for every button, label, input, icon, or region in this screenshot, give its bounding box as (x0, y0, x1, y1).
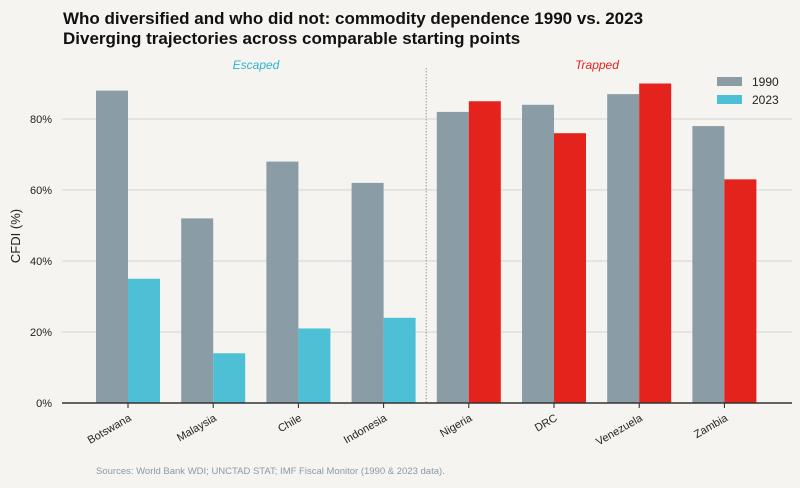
x-tick-label: Nigeria (438, 412, 475, 440)
bar-1990-nigeria (436, 111, 469, 404)
bar-2023-botswana (128, 278, 160, 403)
y-axis-label: CFDI (%) (8, 209, 23, 263)
x-tick-label: Malaysia (175, 412, 219, 445)
legend-swatch-2023 (717, 95, 742, 104)
y-tick-label: 60% (30, 185, 52, 197)
bar-2023-nigeria (468, 101, 501, 403)
bar-2023-venezuela (639, 83, 672, 403)
legend-label-2023: 2023 (752, 93, 779, 107)
x-tick-label: Venezuela (594, 412, 645, 449)
bar-1990-chile (266, 161, 299, 403)
group-label-escaped: Escaped (233, 58, 280, 72)
x-tick-label: Zambia (692, 412, 731, 441)
bar-2023-zambia (724, 179, 757, 403)
x-tick-label: Chile (276, 412, 304, 435)
group-label-trapped: Trapped (575, 58, 619, 72)
bar-1990-zambia (692, 126, 725, 403)
bar-1990-botswana (96, 90, 128, 403)
y-tick-label: 0% (36, 398, 52, 410)
bar-2023-malaysia (213, 353, 246, 403)
y-tick-label: 80% (30, 114, 52, 126)
bar-2023-drc (554, 133, 586, 403)
y-tick-label: 40% (30, 256, 52, 268)
bar-1990-malaysia (181, 218, 214, 403)
chart-subtitle: Diverging trajectories across comparable… (63, 29, 521, 48)
source-note: Sources: World Bank WDI; UNCTAD STAT; IM… (96, 466, 445, 477)
bar-1990-indonesia (351, 182, 384, 403)
x-tick-label: DRC (533, 412, 560, 434)
y-tick-label: 20% (30, 327, 52, 339)
chart-title: Who diversified and who did not: commodi… (63, 9, 644, 28)
bar-1990-venezuela (607, 94, 640, 404)
legend-swatch-1990 (717, 77, 742, 86)
bar-2023-indonesia (383, 317, 416, 403)
bar-1990-drc (522, 104, 554, 404)
bar-2023-chile (298, 328, 331, 403)
legend-label-1990: 1990 (752, 75, 779, 89)
x-tick-label: Botswana (86, 412, 135, 447)
x-tick-label: Indonesia (342, 412, 390, 447)
